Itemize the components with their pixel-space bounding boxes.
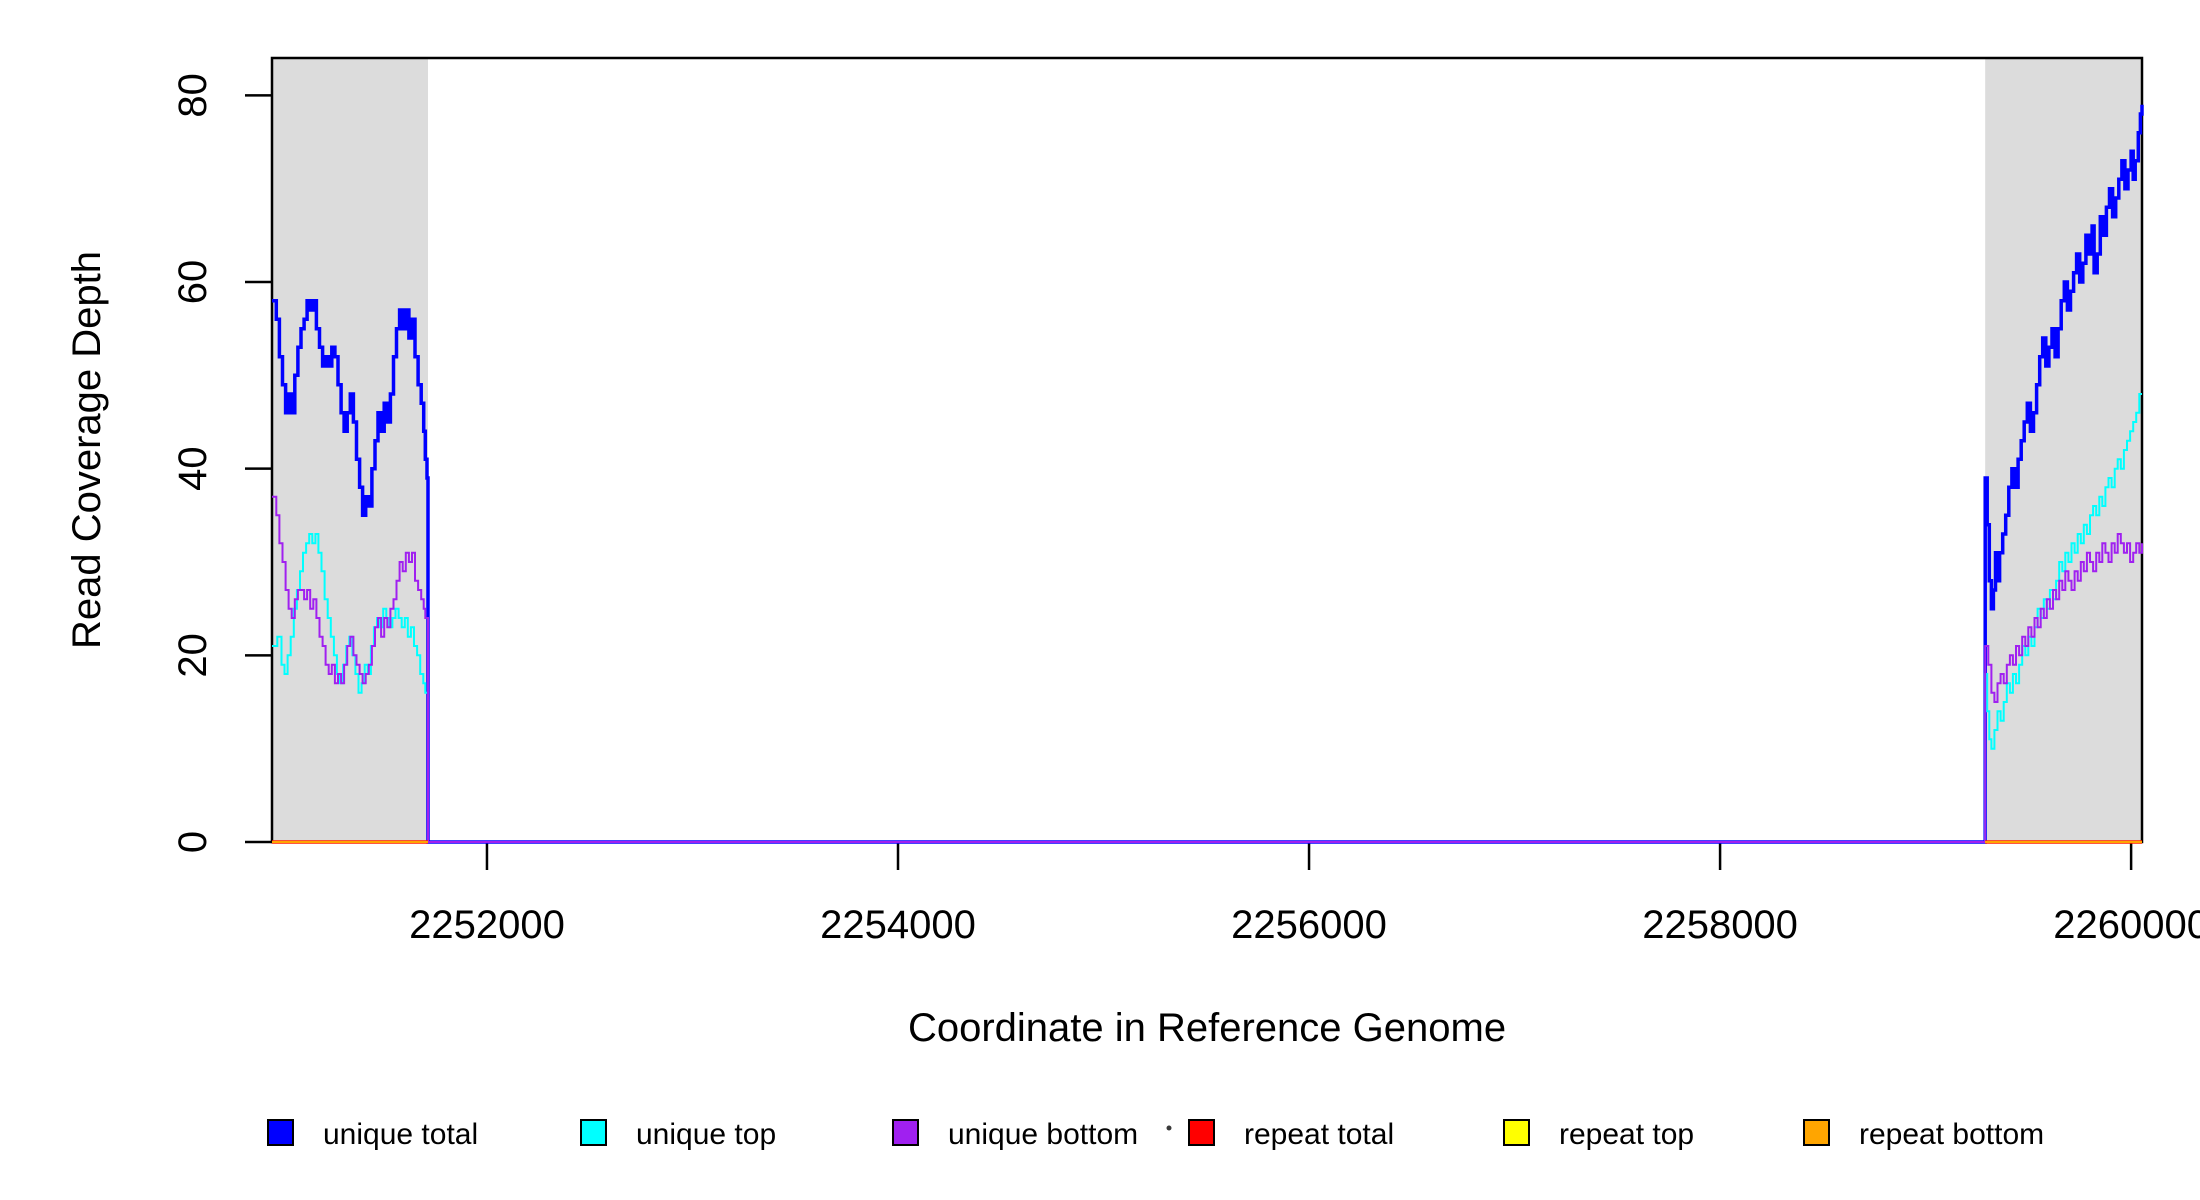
legend-swatch-repeat-top (1503, 1119, 1530, 1146)
legend-label: repeat top (1559, 1118, 1694, 1151)
series-unique-total (272, 104, 2144, 844)
legend-item-repeat-total: repeat total (1188, 1118, 1394, 1151)
stray-dot (1166, 1125, 1172, 1131)
x-tick-label: 2258000 (1642, 903, 1798, 947)
series-lines (272, 104, 2144, 844)
plot-border (270, 56, 2144, 844)
legend-item-unique-total: unique total (267, 1118, 478, 1151)
x-tick-label: 2260000 (2053, 903, 2200, 947)
series-unique-bottom (272, 495, 2143, 843)
x-axis-title: Coordinate in Reference Genome (908, 1006, 1506, 1050)
repeat-region-shading (272, 58, 2142, 842)
y-tick-label: 60 (171, 260, 215, 305)
legend-item-unique-bottom: unique bottom (892, 1118, 1138, 1151)
legend-item-repeat-bottom: repeat bottom (1803, 1118, 2044, 1151)
repeat-region-2 (1985, 58, 2142, 842)
legend-swatch-repeat-bottom (1803, 1119, 1830, 1146)
repeat-region-1 (272, 58, 428, 842)
y-tick-label: 80 (171, 73, 215, 118)
legend-swatch-repeat-total (1188, 1119, 1215, 1146)
legend-swatch-unique-total (267, 1119, 294, 1146)
legend-label: unique total (323, 1118, 478, 1151)
legend: unique total unique top unique bottom repea… (267, 1118, 2044, 1151)
legend-label: unique top (636, 1118, 776, 1151)
legend-label: repeat total (1244, 1118, 1394, 1151)
x-tick-label: 2254000 (820, 903, 976, 947)
axis-ticks: 2252000 2254000 2256000 2258000 2260000 0 20 40… (171, 73, 2200, 947)
y-tick-label: 20 (171, 633, 215, 678)
legend-item-unique-top: unique top (580, 1118, 776, 1151)
y-tick-label: 0 (171, 831, 215, 853)
legend-swatch-unique-top (580, 1119, 607, 1146)
legend-item-repeat-top: repeat top (1503, 1118, 1694, 1151)
y-axis-title: Read Coverage Depth (65, 251, 109, 649)
legend-label: repeat bottom (1859, 1118, 2044, 1151)
legend-label: unique bottom (948, 1118, 1138, 1151)
x-tick-label: 2252000 (409, 903, 565, 947)
legend-swatch-unique-bottom (892, 1119, 919, 1146)
y-tick-label: 40 (171, 446, 215, 491)
series-unique-top (272, 393, 2142, 843)
x-tick-label: 2256000 (1231, 903, 1387, 947)
